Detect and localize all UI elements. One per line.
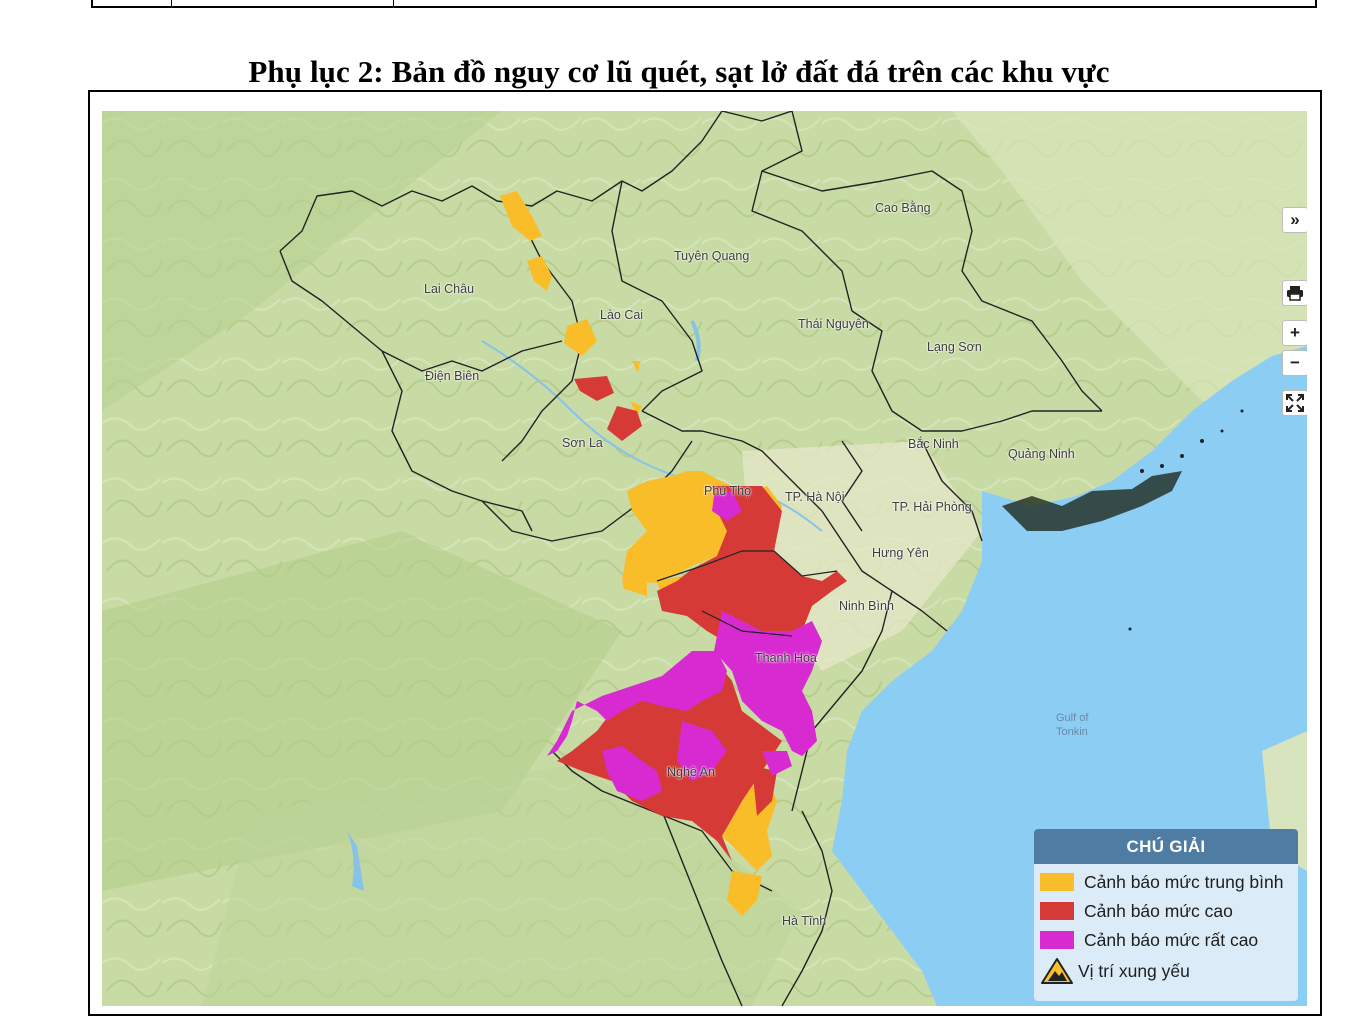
legend-swatch-medium [1040, 873, 1074, 891]
place-label-thai-nguyen: Thái Nguyên [798, 317, 869, 331]
place-label-ninh-binh: Ninh Bình [839, 599, 894, 613]
place-label-phu-tho: Phú Thọ [704, 484, 752, 498]
fullscreen-icon [1286, 394, 1304, 412]
legend-label-medium: Cảnh báo mức trung bình [1084, 871, 1284, 892]
legend-item-medium: Cảnh báo mức trung bình [1040, 870, 1283, 894]
table-column-divider [393, 0, 394, 6]
fullscreen-button[interactable] [1282, 390, 1307, 416]
legend-label-vulnerable: Vị trí xung yếu [1078, 960, 1190, 981]
place-label-lang-son: Lạng Sơn [927, 340, 982, 354]
place-label-lai-chau: Lai Châu [424, 282, 475, 296]
hazard-very-high-zones [547, 491, 822, 801]
print-button[interactable] [1282, 280, 1307, 306]
place-label-nghe-an: Nghệ An [667, 765, 715, 779]
legend-title: CHÚ GIẢI [1034, 829, 1298, 864]
expand-panel-button[interactable]: » [1282, 207, 1307, 233]
legend-item-very-high: Cảnh báo mức rất cao [1040, 928, 1258, 952]
legend-swatch-high [1040, 902, 1074, 920]
zoom-in-button[interactable]: + [1282, 320, 1307, 346]
place-label-quang-ninh: Quảng Ninh [1008, 447, 1075, 461]
place-label-hung-yen: Hưng Yên [872, 546, 929, 560]
place-label-dien-bien: Điện Biên [425, 369, 480, 383]
map-frame [88, 90, 1322, 1016]
hazard-high-zones [557, 376, 847, 861]
place-label-cao-bang: Cao Bằng [875, 201, 931, 215]
sea-label-line1: Gulf of [1056, 712, 1089, 724]
legend-item-high: Cảnh báo mức cao [1040, 899, 1233, 923]
place-label-thanh-hoa: Thanh Hóa [755, 651, 817, 665]
zoom-out-button[interactable]: − [1282, 350, 1307, 376]
place-label-tuyen-quang: Tuyên Quang [674, 249, 750, 263]
place-label-lao-cai: Lào Cai [600, 308, 644, 322]
legend-label-very-high: Cảnh báo mức rất cao [1084, 929, 1259, 950]
sea-label-line2: Tonkin [1056, 726, 1088, 738]
place-label-son-la: Sơn La [562, 436, 603, 450]
legend-label-high: Cảnh báo mức cao [1084, 900, 1233, 921]
legend-item-vulnerable: Vị trí xung yếu [1040, 958, 1190, 984]
map-legend: CHÚ GIẢI Cảnh báo mức trung bình Cảnh bá… [1034, 829, 1298, 1001]
map-canvas [102, 111, 1307, 1006]
place-label-ha-noi: TP. Hà Nội [785, 490, 845, 504]
printer-icon [1287, 286, 1303, 301]
hazard-map[interactable]: Cao Bằng Tuyên Quang Lai Châu Lào Cai Th… [102, 111, 1307, 1006]
place-label-ha-tinh: Hà Tĩnh [782, 914, 827, 928]
legend-swatch-very-high [1040, 931, 1074, 949]
table-fragment [91, 0, 1317, 8]
place-label-bac-ninh: Bắc Ninh [908, 437, 959, 451]
warning-triangle-icon [1041, 958, 1073, 984]
place-label-hai-phong: TP. Hải Phòng [892, 500, 972, 514]
sea-label: Gulf of Tonkin [1056, 711, 1088, 739]
table-column-divider [171, 0, 172, 6]
page-title: Phụ lục 2: Bản đồ nguy cơ lũ quét, sạt l… [248, 54, 1110, 89]
